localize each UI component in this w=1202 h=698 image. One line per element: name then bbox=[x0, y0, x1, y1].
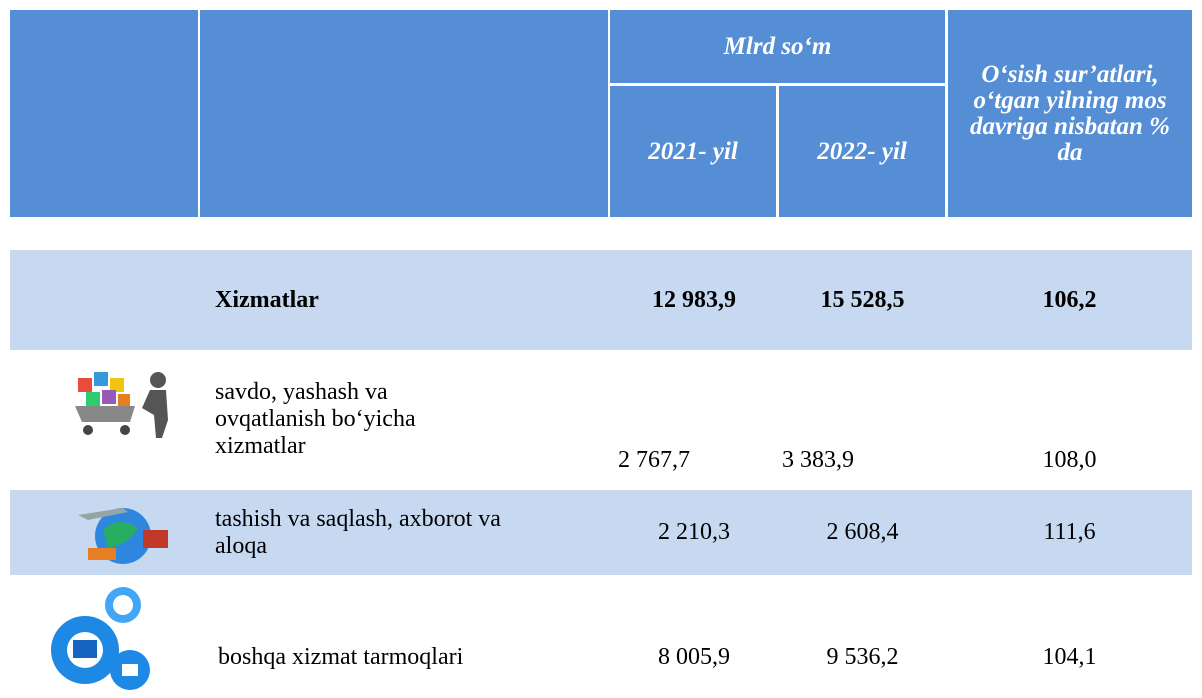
value: 106,2 bbox=[1042, 286, 1097, 313]
header-cell bbox=[200, 10, 608, 217]
value: 2 608,4 bbox=[826, 519, 899, 545]
row-label: tashish va saqlash, axborot va aloqa bbox=[215, 505, 501, 559]
value: 8 005,9 bbox=[658, 644, 730, 670]
header-year: 2021- yil bbox=[610, 86, 776, 217]
header-growth: O‘sish sur’atlari, o‘tgan yilning mos da… bbox=[948, 10, 1192, 217]
transport-icon bbox=[78, 508, 168, 564]
value: 104,1 bbox=[1042, 644, 1097, 670]
value: 111,6 bbox=[1043, 519, 1096, 545]
header-cell bbox=[10, 10, 198, 217]
value: 3 383,9 bbox=[782, 446, 854, 473]
value: 2 210,3 bbox=[658, 519, 730, 545]
value: 9 536,2 bbox=[826, 644, 899, 670]
header-year: 2022- yil bbox=[779, 86, 945, 217]
row-bg bbox=[10, 490, 1192, 575]
value: 2 767,7 bbox=[618, 446, 690, 473]
header-group: Mlrd so‘m bbox=[610, 10, 945, 83]
row-label: Xizmatlar bbox=[215, 286, 319, 313]
value: 108,0 bbox=[1042, 446, 1097, 473]
shopping-icon bbox=[75, 372, 168, 438]
value: 12 983,9 bbox=[652, 286, 736, 313]
value: 15 528,5 bbox=[820, 286, 905, 313]
row-bg bbox=[10, 250, 1192, 350]
services-icon bbox=[51, 587, 150, 690]
row-label: boshqa xizmat tarmoqlari bbox=[218, 644, 464, 670]
row-label: savdo, yashash va ovqatlanish bo‘yicha x… bbox=[215, 379, 416, 459]
